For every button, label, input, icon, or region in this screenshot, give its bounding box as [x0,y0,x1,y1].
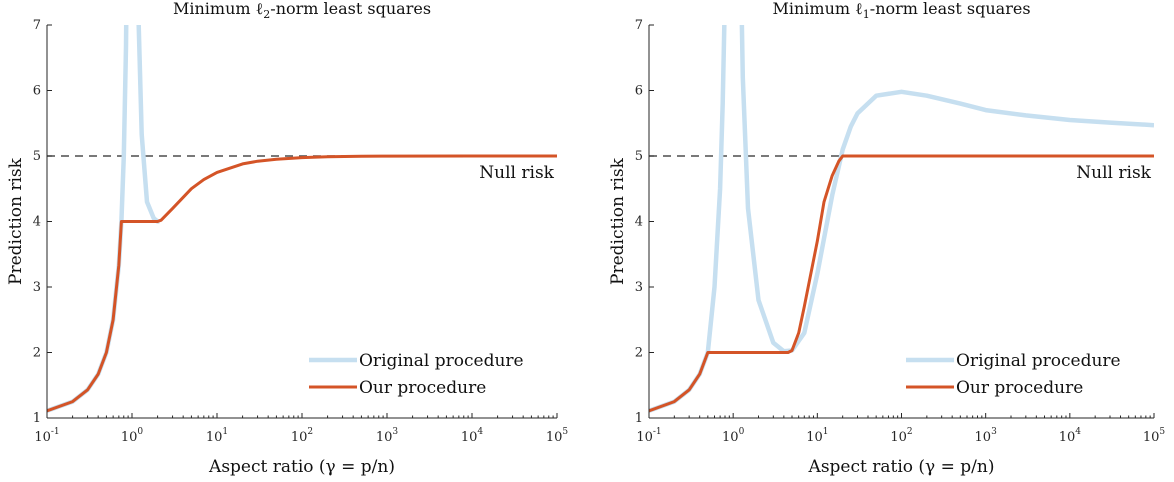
y-tick-label: 3 [635,280,643,295]
x-tick-label: 103 [376,427,399,445]
y-tick-label: 3 [33,280,41,295]
y-tick-label: 6 [635,84,643,99]
x-tick-label: 105 [546,427,569,445]
y-tick-label: 6 [33,84,41,99]
x-tick-label: 100 [121,427,144,445]
chart-panel-2: Minimum ℓ1-norm least squares Null risk 1 2… [608,0,1165,477]
legend-label-ours: Our procedure [956,378,1083,398]
y-tick-label: 1 [33,411,41,426]
y-tick-label: 2 [33,346,41,361]
x-tick-label: 102 [291,427,313,445]
chart-panel-1: Minimum ℓ2-norm least squares Null risk 1 2… [6,0,568,477]
x-tick-label: 101 [806,427,828,445]
series-line-original [649,25,1154,413]
x-tick-label: 10-1 [636,427,661,445]
x-axis-title: Aspect ratio (γ = p/n) [808,457,995,477]
chart-title: Minimum ℓ1-norm least squares [772,0,1030,21]
x-tick-label: 103 [975,427,998,445]
y-tick-label: 5 [33,149,41,164]
y-tick-label: 7 [33,18,41,33]
series-line-original [47,25,160,413]
legend-label-ours: Our procedure [359,378,486,398]
x-axis-title: Aspect ratio (γ = p/n) [208,457,395,477]
y-tick-label: 4 [635,215,643,230]
legend-label-original: Original procedure [359,351,524,371]
x-tick-label: 104 [461,427,484,445]
series-line-ours [649,154,1154,413]
x-tick-label: 104 [1059,427,1082,445]
null-risk-label: Null risk [1076,163,1151,183]
x-tick-label: 100 [722,427,745,445]
y-tick-label: 1 [635,411,643,426]
x-tick-label: 10-1 [34,427,59,445]
y-tick-label: 2 [635,346,643,361]
y-axis-title: Prediction risk [608,157,628,285]
y-tick-label: 5 [635,149,643,164]
series-line-ours [47,154,557,413]
legend-label-original: Original procedure [956,351,1121,371]
x-tick-label: 105 [1143,427,1166,445]
y-tick-label: 7 [635,18,643,33]
y-tick-label: 4 [33,215,41,230]
y-axis-title: Prediction risk [6,157,26,285]
x-tick-label: 101 [206,427,228,445]
x-tick-label: 102 [890,427,912,445]
null-risk-label: Null risk [479,163,554,183]
chart-title: Minimum ℓ2-norm least squares [173,0,431,21]
